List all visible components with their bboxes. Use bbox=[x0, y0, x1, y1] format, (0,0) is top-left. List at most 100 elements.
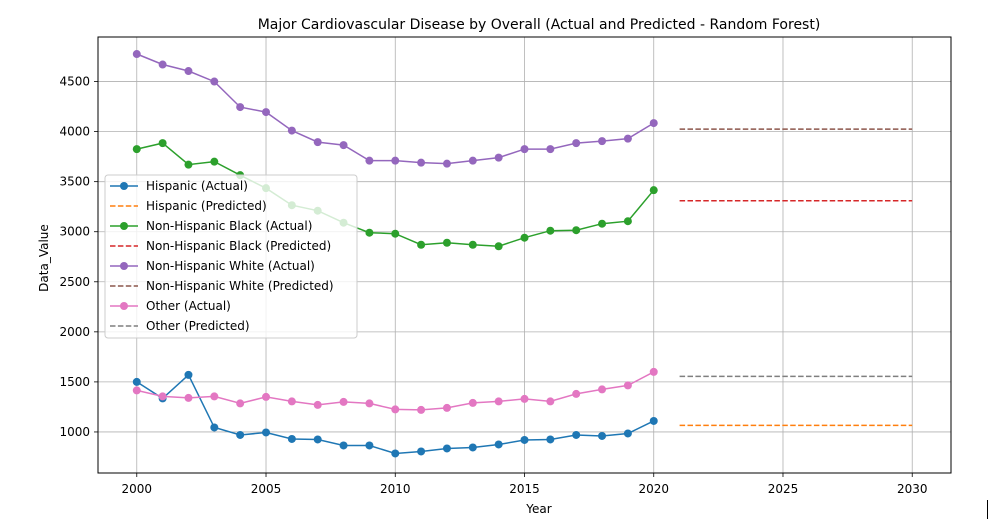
legend-entry: Non-Hispanic White (Actual) bbox=[110, 259, 315, 273]
data-point bbox=[391, 156, 400, 165]
legend-label: Non-Hispanic White (Actual) bbox=[146, 259, 315, 273]
legend-label: Other (Predicted) bbox=[146, 319, 250, 333]
legend: Hispanic (Actual) Hispanic (Predicted) Non… bbox=[104, 174, 358, 339]
data-point bbox=[158, 139, 167, 148]
data-point bbox=[468, 240, 477, 249]
data-point bbox=[494, 397, 503, 406]
axis-ticks: 2000 2005 2010 2015 2020 2025 2030 1000 1500 2000… bbox=[59, 75, 927, 496]
legend-marker bbox=[120, 222, 128, 230]
data-point bbox=[262, 428, 271, 437]
x-tick-label: 2020 bbox=[638, 482, 669, 496]
x-tick-label: 2030 bbox=[897, 482, 928, 496]
data-point bbox=[391, 229, 400, 238]
data-point bbox=[365, 156, 374, 165]
data-point bbox=[210, 157, 219, 166]
data-point bbox=[158, 392, 167, 401]
legend-entry: Hispanic (Predicted) bbox=[110, 199, 267, 213]
data-point bbox=[184, 67, 193, 76]
data-point bbox=[417, 447, 426, 456]
data-point bbox=[262, 108, 271, 117]
data-point bbox=[417, 405, 426, 414]
data-point bbox=[365, 228, 374, 237]
y-tick-label: 1500 bbox=[59, 375, 90, 389]
data-point bbox=[132, 145, 141, 154]
data-point bbox=[520, 145, 529, 154]
x-tick-label: 2005 bbox=[251, 482, 282, 496]
legend-entry: Hispanic (Actual) bbox=[110, 179, 248, 193]
x-tick-label: 2000 bbox=[121, 482, 152, 496]
legend-label: Other (Actual) bbox=[146, 299, 231, 313]
x-tick-label: 2015 bbox=[509, 482, 540, 496]
data-point bbox=[132, 386, 141, 395]
data-point bbox=[417, 158, 426, 167]
legend-label: Hispanic (Actual) bbox=[146, 179, 248, 193]
data-point bbox=[339, 397, 348, 406]
cursor-mark bbox=[987, 500, 988, 519]
data-point bbox=[649, 119, 658, 128]
data-point bbox=[546, 145, 555, 154]
data-point bbox=[339, 141, 348, 150]
data-point bbox=[520, 435, 529, 444]
y-tick-label: 2500 bbox=[59, 275, 90, 289]
data-point bbox=[132, 377, 141, 386]
data-point bbox=[494, 153, 503, 162]
x-tick-label: 2010 bbox=[380, 482, 411, 496]
data-point bbox=[339, 441, 348, 450]
data-point bbox=[184, 370, 193, 379]
data-point bbox=[468, 398, 477, 407]
data-point bbox=[468, 156, 477, 165]
data-point bbox=[287, 397, 296, 406]
data-point bbox=[236, 430, 245, 439]
legend-marker bbox=[120, 262, 128, 270]
data-point bbox=[210, 77, 219, 86]
data-point bbox=[132, 50, 141, 59]
y-tick-label: 1000 bbox=[59, 425, 90, 439]
legend-entry: Non-Hispanic Black (Predicted) bbox=[110, 239, 331, 253]
y-tick-label: 3500 bbox=[59, 175, 90, 189]
legend-entry: Other (Actual) bbox=[110, 299, 231, 313]
data-point bbox=[442, 403, 451, 412]
data-point bbox=[546, 435, 555, 444]
data-point bbox=[184, 160, 193, 169]
legend-box bbox=[104, 174, 358, 339]
data-point bbox=[365, 441, 374, 450]
data-point bbox=[649, 186, 658, 195]
data-point bbox=[313, 435, 322, 444]
data-point bbox=[287, 434, 296, 443]
y-tick-label: 3000 bbox=[59, 225, 90, 239]
data-point bbox=[494, 440, 503, 449]
legend-entry: Non-Hispanic White (Predicted) bbox=[110, 279, 334, 293]
data-point bbox=[365, 399, 374, 408]
data-point bbox=[598, 431, 607, 440]
x-axis-label: Year bbox=[525, 502, 551, 516]
data-point bbox=[236, 103, 245, 112]
data-point bbox=[598, 137, 607, 146]
data-point bbox=[572, 226, 581, 235]
legend-entry: Non-Hispanic Black (Actual) bbox=[110, 219, 312, 233]
data-point bbox=[623, 429, 632, 438]
data-point bbox=[236, 399, 245, 408]
data-point bbox=[623, 134, 632, 143]
data-point bbox=[598, 385, 607, 394]
data-point bbox=[494, 242, 503, 251]
data-point bbox=[468, 443, 477, 452]
y-axis-label: Data_Value bbox=[37, 224, 51, 292]
data-point bbox=[546, 226, 555, 235]
data-point bbox=[313, 400, 322, 409]
data-point bbox=[417, 240, 426, 249]
data-point bbox=[184, 393, 193, 402]
data-point bbox=[442, 444, 451, 453]
y-tick-label: 4500 bbox=[59, 75, 90, 89]
x-tick-label: 2025 bbox=[768, 482, 799, 496]
y-tick-label: 2000 bbox=[59, 325, 90, 339]
data-point bbox=[598, 219, 607, 228]
data-point bbox=[649, 416, 658, 425]
data-point bbox=[210, 423, 219, 432]
data-point bbox=[442, 238, 451, 247]
data-point bbox=[313, 138, 322, 147]
data-point bbox=[262, 392, 271, 401]
legend-label: Hispanic (Predicted) bbox=[146, 199, 267, 213]
legend-label: Non-Hispanic Black (Predicted) bbox=[146, 239, 331, 253]
data-point bbox=[442, 159, 451, 168]
